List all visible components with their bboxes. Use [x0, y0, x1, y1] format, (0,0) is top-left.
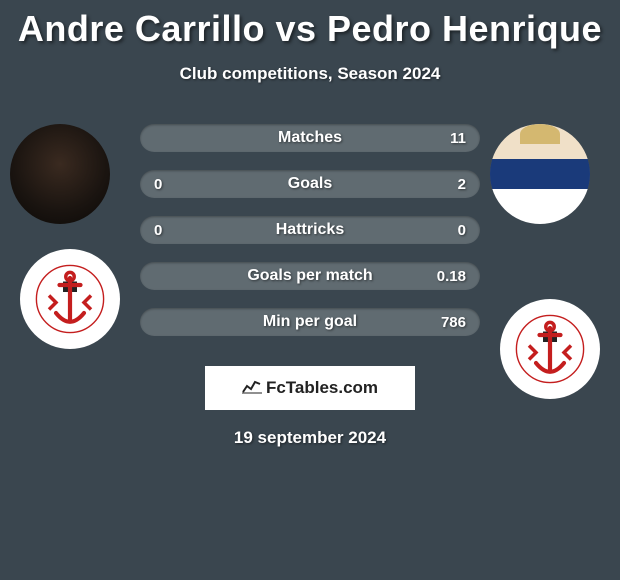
brand-text: FcTables.com: [266, 378, 378, 398]
stat-right-value: 786: [441, 314, 466, 331]
stat-row-min-per-goal: Min per goal 786: [140, 308, 480, 336]
stat-right-value: 0: [458, 222, 466, 239]
stat-left-value: 0: [154, 176, 162, 193]
stat-row-matches: Matches 11: [140, 124, 480, 152]
stat-right-value: 2: [458, 176, 466, 193]
stat-label: Goals per match: [140, 267, 480, 285]
stat-right-value: 11: [450, 130, 466, 147]
page-title: Andre Carrillo vs Pedro Henrique: [0, 0, 620, 50]
anchor-crest-icon: [515, 314, 585, 384]
player-photo-right: [490, 124, 590, 224]
brand-logo: FcTables.com: [205, 366, 415, 410]
stat-label: Goals: [140, 175, 480, 193]
stat-label: Min per goal: [140, 313, 480, 331]
stat-label: Matches: [140, 129, 480, 147]
stat-right-value: 0.18: [437, 268, 466, 285]
player-face-right: [490, 124, 590, 224]
club-badge-right: [500, 299, 600, 399]
player-face-left: [10, 124, 110, 224]
date-text: 19 september 2024: [0, 428, 620, 448]
chart-icon: [242, 378, 262, 399]
player-photo-left: [10, 124, 110, 224]
stat-left-value: 0: [154, 222, 162, 239]
stats-area: Matches 11 0 Goals 2 0 Hattricks 0 Goals…: [0, 124, 620, 336]
subtitle: Club competitions, Season 2024: [0, 64, 620, 84]
stat-row-goals-per-match: Goals per match 0.18: [140, 262, 480, 290]
anchor-crest-icon: [35, 264, 105, 334]
stat-row-goals: 0 Goals 2: [140, 170, 480, 198]
stat-label: Hattricks: [140, 221, 480, 239]
stat-row-hattricks: 0 Hattricks 0: [140, 216, 480, 244]
club-badge-left: [20, 249, 120, 349]
